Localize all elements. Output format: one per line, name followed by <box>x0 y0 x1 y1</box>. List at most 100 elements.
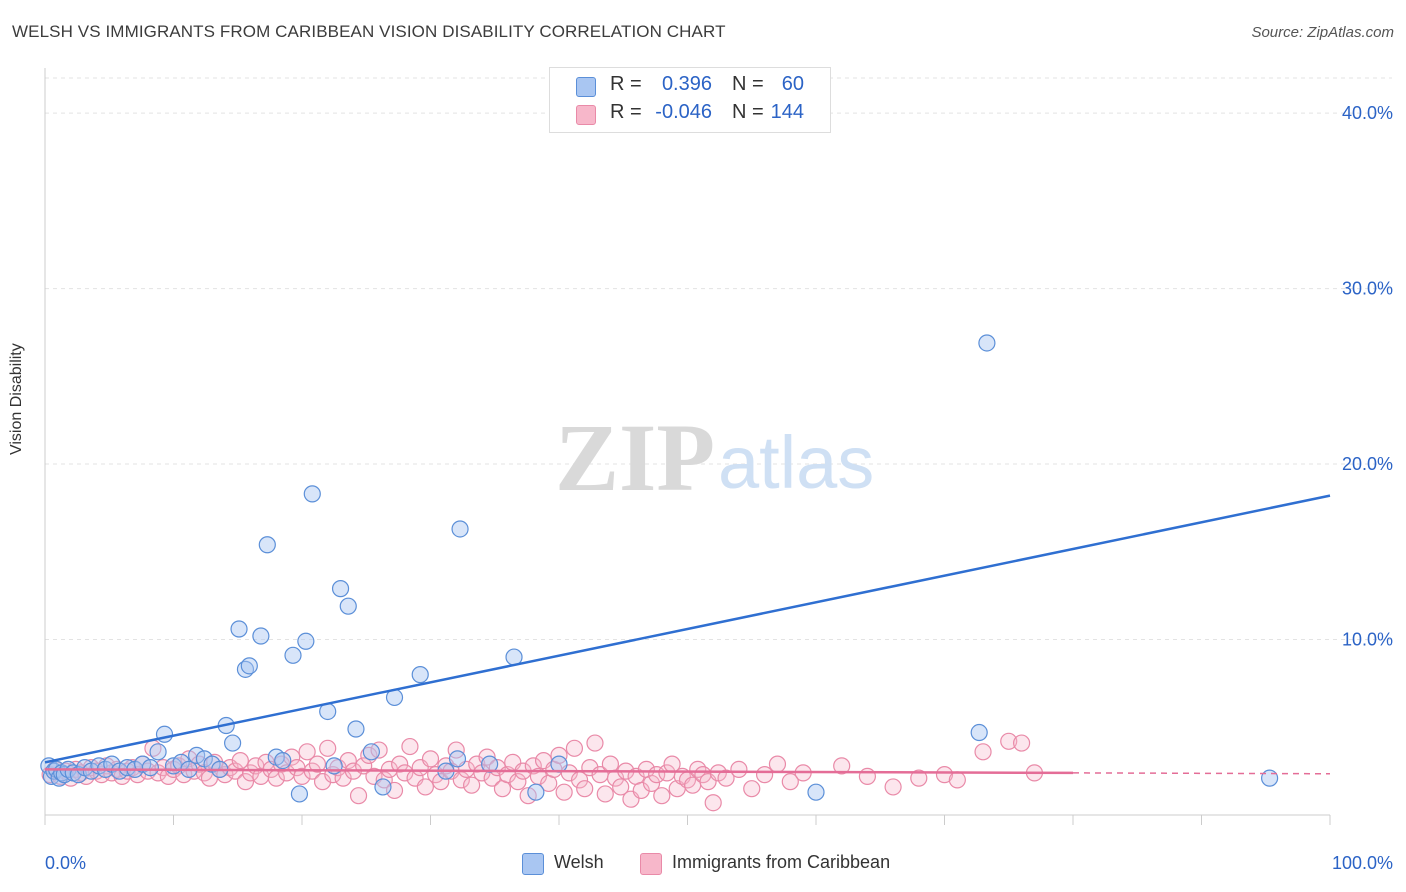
welsh-point <box>224 734 242 752</box>
caribbean-point <box>910 769 928 787</box>
caribbean-point <box>401 737 419 756</box>
caribbean-point <box>704 794 722 812</box>
legend-r-label: R = <box>610 73 642 95</box>
trendlines <box>44 494 1331 775</box>
bottom-legend-label-caribbean: Immigrants from Caribbean <box>672 852 891 872</box>
caribbean-point <box>555 783 573 801</box>
legend-n-label: N = <box>732 73 764 95</box>
welsh-points <box>40 71 1279 803</box>
caribbean-point <box>468 755 486 773</box>
caribbean-point <box>550 746 568 764</box>
caribbean-point <box>298 743 316 761</box>
welsh-point <box>149 743 167 761</box>
bottom-legend-swatch-welsh <box>522 853 544 875</box>
caribbean-point <box>730 760 748 778</box>
bottom-legend-label-welsh: Welsh <box>554 852 604 872</box>
caribbean-point <box>421 750 440 768</box>
welsh-point <box>297 632 315 650</box>
legend-row-welsh: R = 0.396 N = 60 <box>550 72 830 100</box>
welsh-point <box>374 778 392 796</box>
legend-row-caribbean: R = -0.046 N = 144 <box>550 100 830 128</box>
caribbean-point <box>653 787 671 805</box>
legend-r-value: -0.046 <box>655 101 712 123</box>
x-ticks <box>44 815 1331 825</box>
welsh-point <box>240 657 258 675</box>
welsh-point <box>451 520 469 538</box>
welsh-point <box>550 755 568 773</box>
welsh-point <box>252 627 270 645</box>
welsh-point <box>448 750 467 768</box>
caribbean-point <box>642 774 661 793</box>
watermark: ZIP atlas <box>555 404 874 511</box>
welsh-point <box>411 666 429 684</box>
caribbean-point <box>432 773 450 791</box>
y-tick-label: 30.0% <box>1342 279 1393 299</box>
caribbean-point <box>319 739 337 757</box>
caribbean-point <box>1000 732 1018 750</box>
caribbean-point <box>396 764 414 782</box>
caribbean-point <box>391 755 409 773</box>
caribbean-point <box>858 767 877 785</box>
x-tick-label-min: 0.0% <box>45 853 86 873</box>
stats-legend: R = 0.396 N = 60 R = -0.046 N = 144 <box>549 67 831 133</box>
caribbean-point <box>293 767 311 785</box>
caribbean-point <box>884 778 902 796</box>
welsh-point <box>362 743 380 761</box>
caribbean-point <box>768 755 787 773</box>
caribbean-point <box>231 752 249 770</box>
caribbean-point <box>755 766 774 784</box>
caribbean-point <box>948 771 966 789</box>
caribbean-trendline-extension <box>1072 772 1331 775</box>
caribbean-point <box>509 773 527 791</box>
y-tick-labels: 10.0% 20.0% 30.0% 40.0% <box>1342 103 1393 649</box>
welsh-point <box>303 485 321 503</box>
caribbean-point <box>833 757 851 775</box>
welsh-point <box>331 580 350 598</box>
legend-n-value: 60 <box>781 73 804 95</box>
y-tick-label: 40.0% <box>1342 103 1393 123</box>
caribbean-point <box>463 776 481 794</box>
caribbean-point <box>717 769 735 787</box>
caribbean-point <box>565 739 584 757</box>
y-tick-label: 20.0% <box>1342 454 1393 474</box>
grid-lines <box>45 77 1392 641</box>
welsh-point <box>258 536 276 554</box>
legend-r-value: 0.396 <box>661 73 712 95</box>
legend-n-value: 144 <box>770 101 804 123</box>
legend-r-label: R = <box>610 101 642 123</box>
caribbean-point <box>974 743 992 761</box>
chart-title: WELSH VS IMMIGRANTS FROM CARIBBEAN VISIO… <box>12 22 726 41</box>
watermark-atlas: atlas <box>718 421 874 504</box>
source-note: Source: ZipAtlas.com <box>1251 24 1394 41</box>
bottom-legend-swatch-caribbean <box>640 853 662 875</box>
caribbean-point <box>612 778 630 796</box>
welsh-point <box>141 759 159 777</box>
caribbean-point <box>935 766 954 784</box>
welsh-point <box>284 646 302 664</box>
caribbean-point <box>586 734 604 752</box>
caribbean-point <box>596 785 614 803</box>
welsh-point <box>970 723 988 742</box>
legend-swatch-welsh <box>576 77 596 97</box>
caribbean-point <box>781 773 799 791</box>
welsh-point <box>807 783 825 801</box>
caribbean-point <box>349 787 368 805</box>
caribbean-point <box>689 760 707 778</box>
caribbean-point <box>308 755 327 773</box>
welsh-point <box>978 334 996 352</box>
welsh-point <box>527 783 545 801</box>
welsh-point <box>1261 769 1279 787</box>
welsh-point <box>230 620 248 638</box>
watermark-zip: ZIP <box>555 404 715 511</box>
caribbean-point <box>632 781 650 800</box>
x-tick-label-max: 100.0% <box>1332 853 1393 873</box>
caribbean-point <box>236 773 255 791</box>
caribbean-point <box>743 780 761 798</box>
caribbean-point <box>447 741 465 759</box>
caribbean-point <box>313 773 332 791</box>
caribbean-point <box>576 780 594 798</box>
welsh-point <box>274 752 292 770</box>
welsh-point <box>339 597 357 615</box>
welsh-point <box>347 720 365 738</box>
